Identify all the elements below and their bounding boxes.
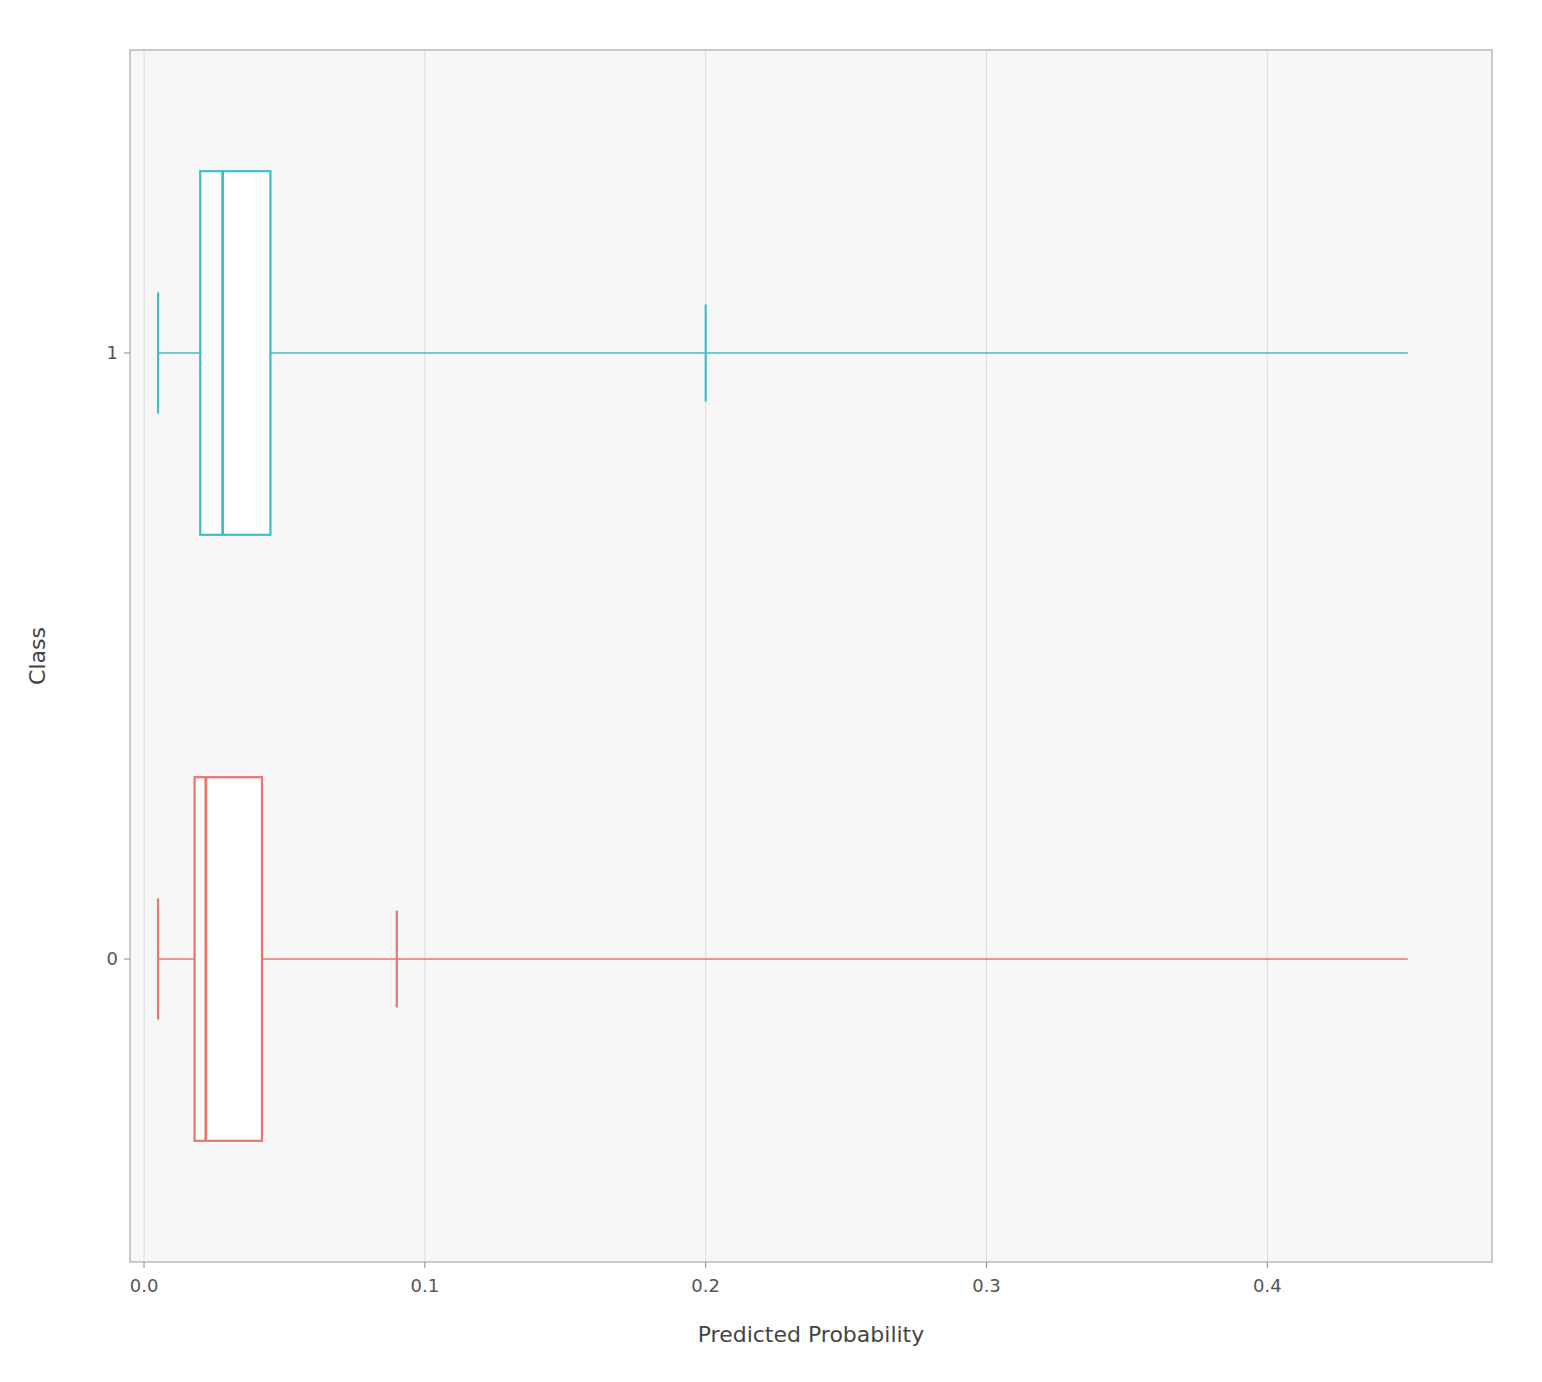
- box-plot: [158, 777, 1408, 1141]
- grid-line: [1267, 50, 1268, 1262]
- whisker-cap: [157, 292, 159, 413]
- whisker-cap: [157, 898, 159, 1019]
- x-tick: [424, 1262, 425, 1268]
- x-tick-label: 0.3: [972, 1275, 1001, 1296]
- x-tick-label: 0.0: [130, 1275, 159, 1296]
- grid-line: [144, 50, 145, 1262]
- whisker-mid-cap: [396, 911, 398, 1008]
- x-tick: [1267, 1262, 1268, 1268]
- median: [221, 171, 224, 535]
- grid: [144, 50, 1267, 1262]
- grid-line: [705, 50, 706, 1262]
- chart: 0.0 0.1 0.2 0.3 0.4 0 1 Predicted Probability Cl…: [0, 0, 1542, 1382]
- grid-line: [986, 50, 987, 1262]
- y-tick: [124, 959, 130, 960]
- x-axis-label: Predicted Probability: [698, 1322, 925, 1347]
- plot-area: [130, 50, 1492, 1262]
- whisker-high: [262, 958, 1408, 960]
- whisker-low: [158, 352, 200, 354]
- y-axis-label: Class: [25, 627, 50, 685]
- box-plot: [158, 171, 1408, 535]
- x-tick: [986, 1262, 987, 1268]
- x-tick: [705, 1262, 706, 1268]
- x-tick-label: 0.1: [411, 1275, 440, 1296]
- box: [195, 777, 262, 1141]
- y-tick-label: 0: [107, 948, 118, 969]
- y-tick-label: 1: [107, 342, 118, 363]
- whisker-high: [270, 352, 1407, 354]
- y-tick: [124, 353, 130, 354]
- x-tick-label: 0.4: [1253, 1275, 1282, 1296]
- whisker-mid-cap: [705, 305, 707, 402]
- median: [204, 777, 207, 1141]
- plot-frame: [130, 50, 1492, 1262]
- whisker-low: [158, 958, 195, 960]
- x-tick-label: 0.2: [691, 1275, 720, 1296]
- axes: 0.0 0.1 0.2 0.3 0.4 0 1: [107, 342, 1282, 1296]
- boxes: [158, 171, 1408, 1141]
- grid-line: [424, 50, 425, 1262]
- box: [200, 171, 270, 535]
- x-tick: [144, 1262, 145, 1268]
